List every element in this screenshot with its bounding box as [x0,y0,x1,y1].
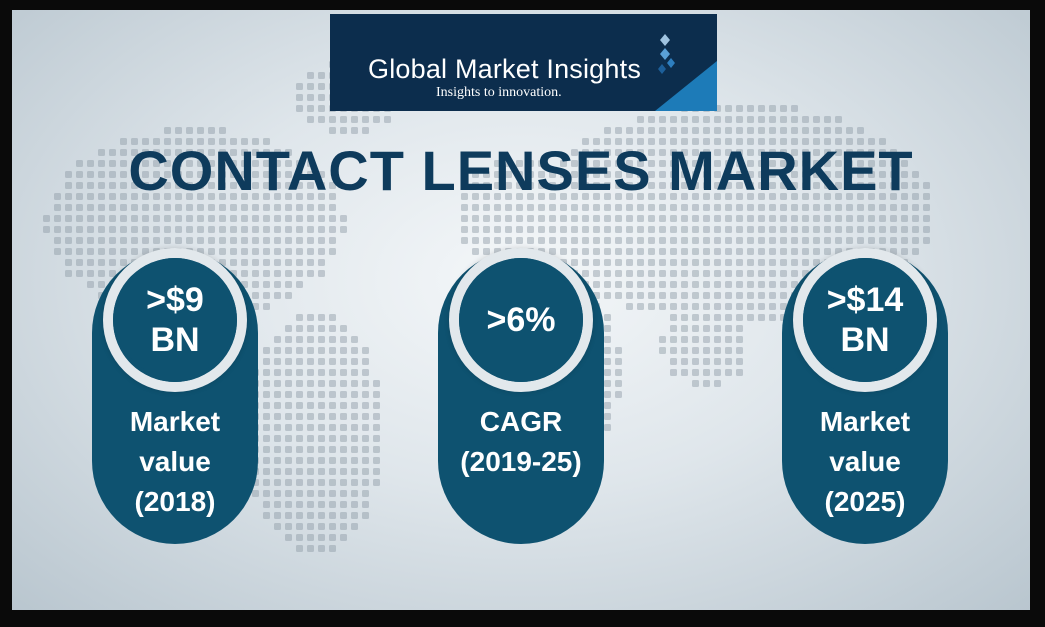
stat-value: >$9 BN [146,281,204,359]
stat-circle: >6% [459,258,583,382]
stat-circle: >$9 BN [113,258,237,382]
logo-tagline: Insights to innovation. [436,85,562,100]
stat-label: CAGR (2019-25) [460,406,582,477]
stat-value: >6% [486,301,556,339]
stat-value: >$14 BN [826,281,904,359]
stat-ring: >6% [449,248,593,392]
page-title: CONTACT LENSES MARKET [128,139,914,202]
stat-label: Market value (2025) [819,406,911,517]
logo-name: Global Market Insights [368,54,642,84]
stat-label: Market value (2018) [129,406,221,517]
diamond-icon [658,34,675,74]
stat-ring: >$14 BN [793,248,937,392]
stat-circle: >$14 BN [803,258,927,382]
stat-ring: >$9 BN [103,248,247,392]
infographic-canvas: Global Market Insights Insights to innov… [12,10,1030,610]
brand-logo: Global Market Insights Insights to innov… [330,14,717,111]
